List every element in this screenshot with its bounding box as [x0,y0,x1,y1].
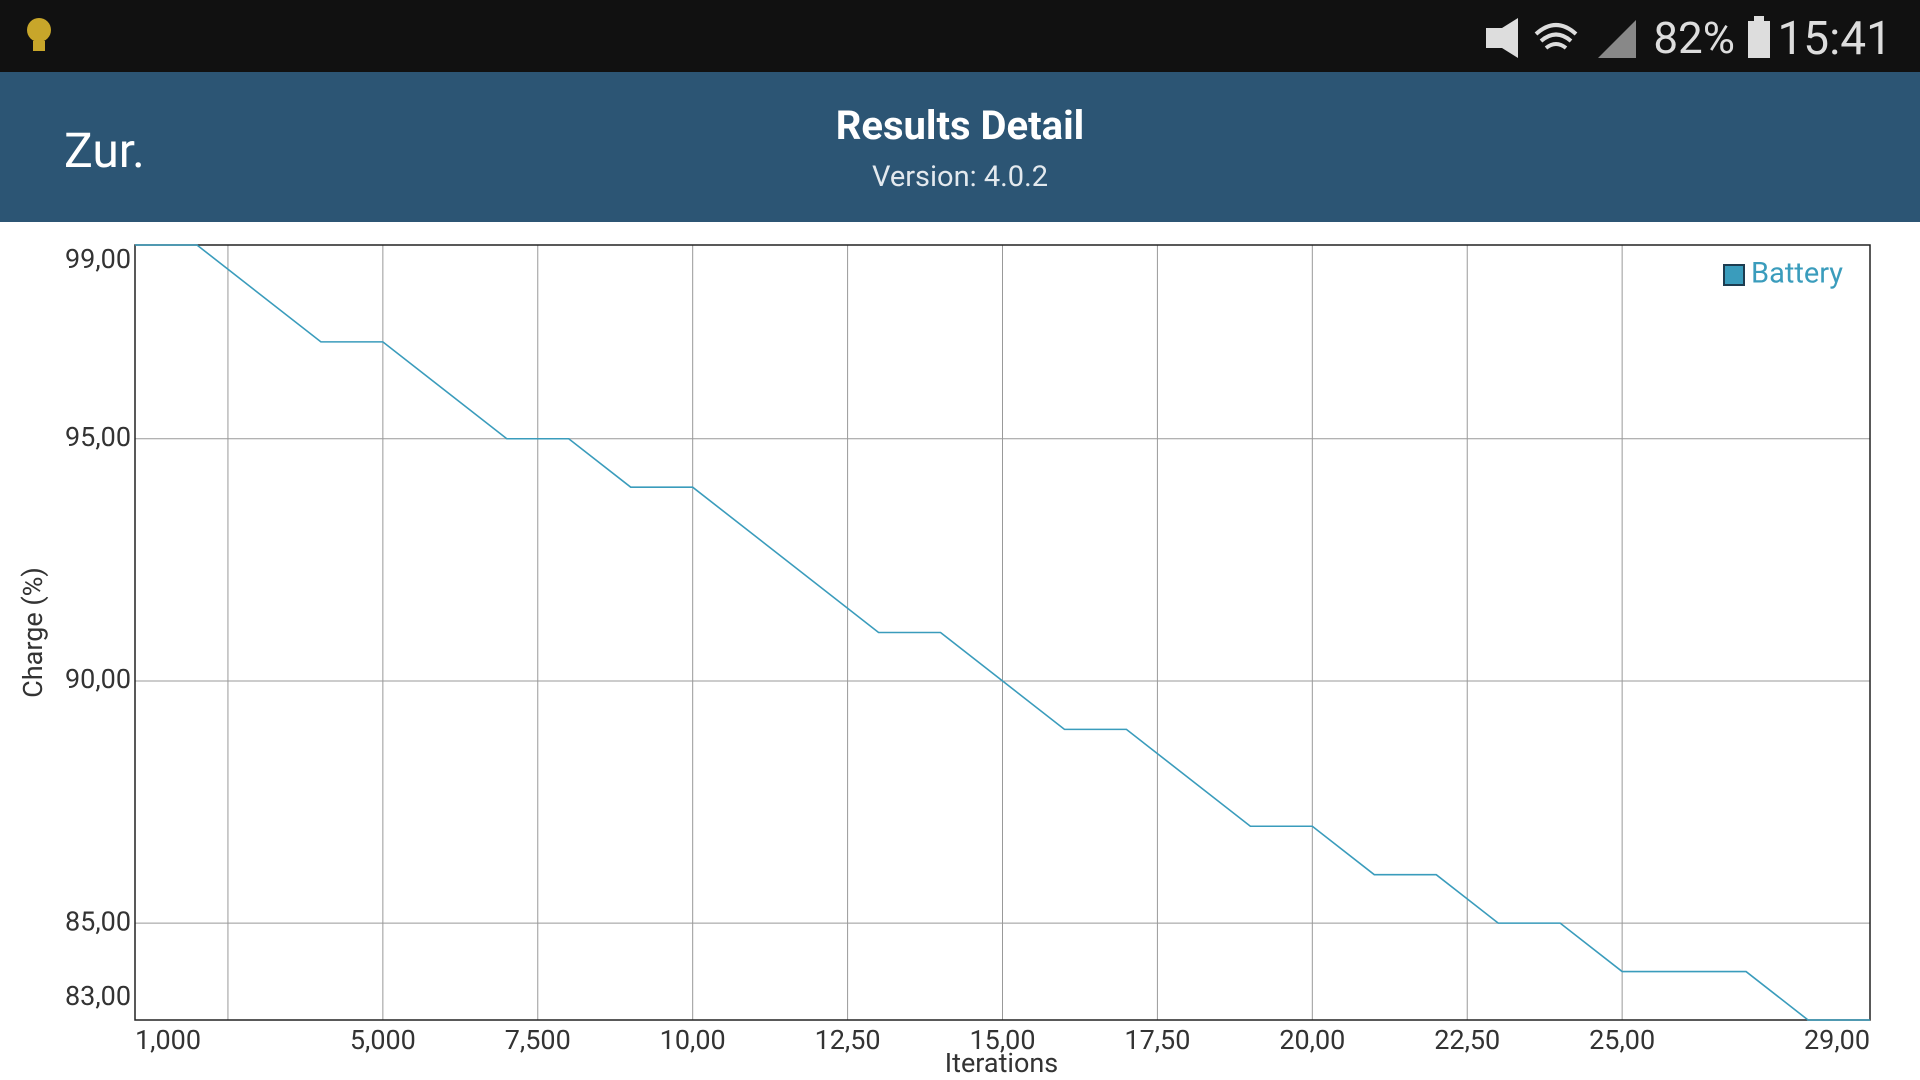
x-tick-label: 10,00 [660,1024,726,1056]
y-tick-label: 95,00 [65,421,131,453]
x-axis-label: Iterations [945,1047,1058,1079]
x-tick-label: 5,000 [350,1024,416,1056]
x-tick-label: 20,00 [1279,1024,1345,1056]
app-bar: Zur. Results Detail Version: 4.0.2 [0,72,1920,222]
y-axis-label: Charge (%) [17,567,49,698]
battery-icon [1748,16,1770,58]
x-tick-label: 25,00 [1589,1024,1655,1056]
battery-level: 82% [1653,12,1735,64]
bulb-icon [27,18,51,51]
page-title: Results Detail [835,102,1085,149]
x-tick-label: 17,50 [1124,1024,1190,1056]
status-bar: 82% 15:41 [0,0,1920,72]
data-line [135,244,1870,1021]
back-button[interactable]: Zur. [64,122,145,179]
x-tick-label: 22,50 [1434,1024,1500,1056]
chart: 99,00 95,00 90,00 85,00 83,001,000 5,000 7,500… [17,243,1871,1079]
y-tick-label: 85,00 [65,905,131,937]
x-tick-label: 7,500 [505,1024,571,1056]
clock: 15:41 [1777,12,1892,66]
legend-label: Battery [1751,257,1843,291]
y-tick-label: 90,00 [65,663,131,695]
x-tick-label: 15,00 [969,1024,1035,1056]
legend-swatch [1723,264,1745,286]
y-tick-label: 99,00 [65,243,131,275]
x-tick-label: 29,00 [1804,1024,1870,1056]
x-tick-label: 12,50 [815,1024,881,1056]
status-icons [1486,18,1636,58]
x-tick-label: 1,000 [135,1024,201,1056]
y-tick-label: 83,00 [65,980,131,1012]
page-subtitle: Version: 4.0.2 [871,160,1049,194]
plot-frame [134,244,1871,1021]
